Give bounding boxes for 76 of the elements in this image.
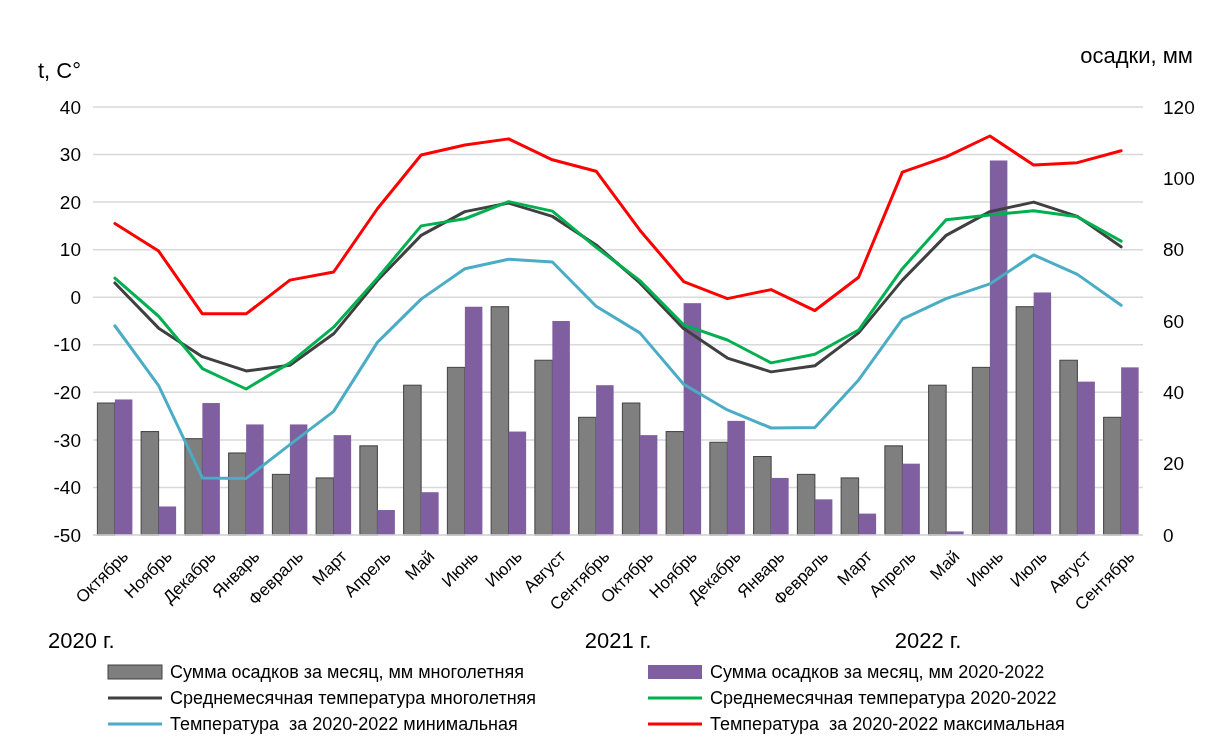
bar (158, 506, 177, 535)
bar (1059, 359, 1078, 536)
bar (989, 160, 1008, 535)
bar (140, 431, 160, 536)
bar (271, 473, 291, 536)
bar (421, 492, 439, 535)
bar (403, 384, 422, 536)
bar (796, 473, 816, 536)
bar (753, 456, 772, 536)
y-tick-label: 30 (59, 144, 81, 166)
bar (333, 435, 352, 535)
legend-label: Среднемесячная температура 2020-2022 (710, 688, 1057, 709)
legend-label: Среднемесячная температура многолетняя (170, 688, 537, 709)
y-tick-label: 40 (59, 96, 81, 118)
bar (639, 435, 658, 535)
y2-tick-label: 0 (1163, 524, 1174, 546)
bar (228, 452, 247, 536)
bar (359, 445, 378, 536)
line-series (113, 253, 1123, 480)
y2-tick-label: 80 (1163, 239, 1185, 261)
y-tick-label: 20 (59, 191, 81, 213)
y2-tick-label: 60 (1163, 310, 1185, 332)
bar (971, 366, 991, 536)
bar (771, 477, 789, 535)
bar (552, 321, 570, 535)
bar (377, 510, 395, 535)
y-axis-title: t, C° (38, 58, 82, 83)
bar (928, 384, 947, 536)
bar (1077, 381, 1095, 535)
bar (578, 416, 597, 536)
bar (1103, 416, 1122, 536)
bar (727, 420, 745, 535)
bar (1033, 292, 1052, 535)
bar (315, 477, 335, 536)
bar (1121, 367, 1139, 535)
y-tick-label: -30 (53, 429, 81, 451)
legend-label: Температура за 2020-2022 максимальная (710, 714, 1065, 735)
y-tick-label: -10 (53, 334, 81, 356)
y2-tick-label: 20 (1163, 453, 1185, 475)
legend-label: Сумма осадков за месяц, мм многолетняя (170, 662, 524, 683)
bar (902, 463, 920, 535)
bar (858, 513, 877, 535)
text: 2020 г. (48, 628, 115, 653)
line-series (113, 134, 1123, 316)
y2-axis-title: осадки, мм (1080, 43, 1193, 68)
bar (246, 424, 264, 535)
bar (446, 366, 466, 536)
y-tick-label: -40 (53, 477, 81, 499)
legend-label: Температура за 2020-2022 минимальная (170, 714, 518, 735)
bar (1015, 306, 1035, 536)
bar (884, 445, 903, 536)
bar (534, 359, 553, 536)
bar (814, 499, 833, 535)
bar (665, 431, 685, 536)
bar (490, 306, 510, 536)
bar (596, 385, 614, 535)
y-tick-label: 0 (70, 286, 81, 308)
y2-tick-label: 120 (1163, 96, 1195, 118)
y2-tick-label: 100 (1163, 167, 1195, 189)
text: 2022 г. (894, 628, 962, 653)
text: 2021 г. (584, 628, 652, 653)
legend-label: Сумма осадков за месяц, мм 2020-2022 (710, 662, 1045, 683)
y-tick-label: 10 (59, 239, 81, 261)
bar (202, 403, 220, 535)
bar (289, 424, 308, 535)
bar (683, 303, 702, 535)
y2-tick-label: 40 (1163, 381, 1185, 403)
bar (840, 477, 860, 536)
bar (464, 306, 483, 535)
bar (621, 402, 641, 536)
bar (96, 402, 116, 536)
bar (709, 441, 728, 536)
bar (114, 399, 133, 535)
bar (508, 431, 527, 535)
y-tick-label: -20 (53, 381, 81, 403)
y-tick-label: -50 (53, 524, 81, 546)
